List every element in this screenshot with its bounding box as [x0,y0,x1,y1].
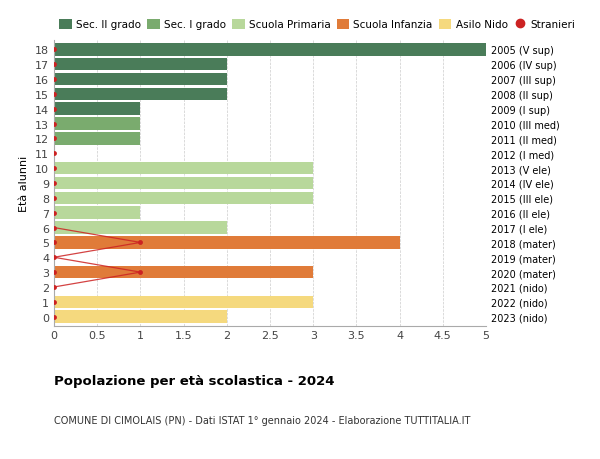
Bar [54,89,227,101]
Bar [54,59,227,71]
Text: COMUNE DI CIMOLAIS (PN) - Dati ISTAT 1° gennaio 2024 - Elaborazione TUTTITALIA.I: COMUNE DI CIMOLAIS (PN) - Dati ISTAT 1° … [54,415,470,425]
Y-axis label: Età alunni: Età alunni [19,156,29,212]
Bar [54,103,140,116]
Bar [54,177,313,190]
Bar [54,222,227,235]
Bar [54,118,140,131]
Text: Popolazione per età scolastica - 2024: Popolazione per età scolastica - 2024 [54,374,335,387]
Bar [54,192,313,205]
Bar [54,236,400,249]
Bar [54,162,313,175]
Legend: Sec. II grado, Sec. I grado, Scuola Primaria, Scuola Infanzia, Asilo Nido, Stran: Sec. II grado, Sec. I grado, Scuola Prim… [59,20,575,30]
Bar [54,207,140,219]
Bar [54,311,227,323]
Bar [54,296,313,308]
Bar [54,44,486,56]
Bar [54,73,227,86]
Bar [54,266,313,279]
Bar [54,133,140,146]
